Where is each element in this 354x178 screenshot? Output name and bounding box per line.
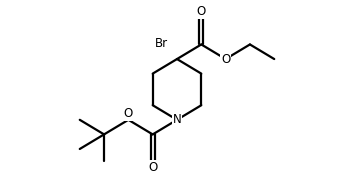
Text: Br: Br (155, 37, 168, 50)
Text: O: O (221, 53, 230, 66)
Text: N: N (173, 113, 181, 126)
Text: O: O (148, 161, 157, 174)
Text: O: O (124, 107, 133, 120)
Text: O: O (197, 5, 206, 18)
